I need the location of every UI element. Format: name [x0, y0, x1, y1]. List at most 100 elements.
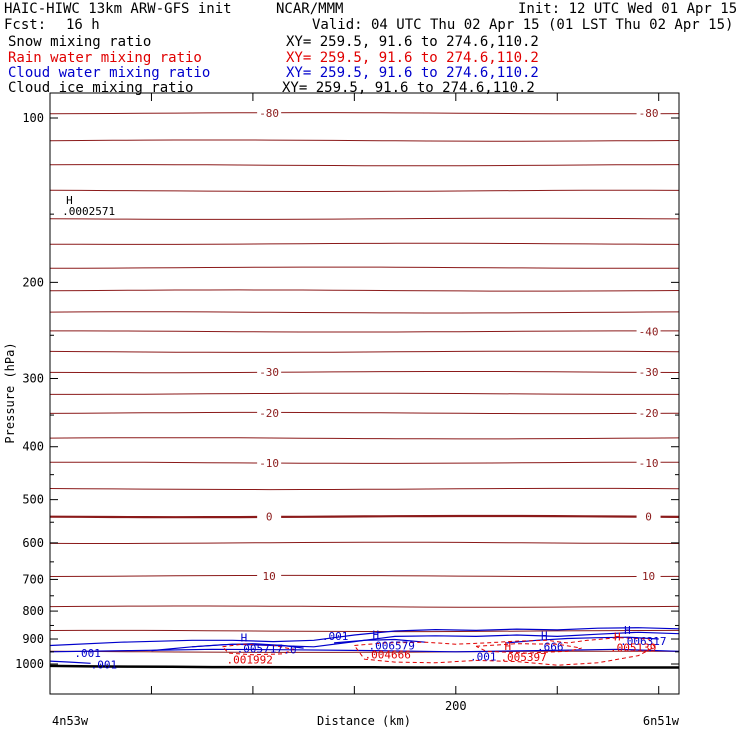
- isotherm-line: [49, 112, 680, 115]
- legend-snow-name: Snow mixing ratio: [8, 34, 152, 50]
- isotherm-label-bg: [257, 570, 282, 583]
- isotherm-line: [49, 487, 680, 491]
- isotherm-lines: [49, 112, 680, 653]
- legend-rain-name: Rain water mixing ratio: [8, 50, 202, 66]
- x-axis-label: Distance (km): [317, 714, 411, 728]
- legend-cloud-ice-name: Cloud ice mixing ratio: [8, 80, 194, 96]
- y-tick-label: 600: [22, 536, 44, 550]
- isotherm-label-bg: [257, 107, 282, 120]
- max-marker-value: .006317: [620, 635, 666, 648]
- isotherm-line: [50, 392, 679, 395]
- y-tick-label: 500: [22, 493, 44, 507]
- y-tick-label: 800: [22, 604, 44, 618]
- isotherm-label-bg: [636, 325, 661, 338]
- cloud-water-label: .001: [470, 650, 497, 663]
- isotherm-line: [49, 574, 680, 578]
- x-tick-label: 200: [445, 699, 467, 713]
- max-marker-h: H: [614, 631, 621, 644]
- isotherm-label: 0: [645, 511, 652, 524]
- ground-surface-line: [49, 664, 679, 669]
- cloud-water-contour: [49, 627, 680, 647]
- cloud-water-contour: [49, 660, 91, 664]
- isotherm-label: -80: [639, 107, 659, 120]
- legend-cloud-ice-xy: XY= 259.5, 91.6 to 274.6,110.2: [282, 80, 535, 96]
- forecast-label: Fcst:: [4, 17, 47, 33]
- max-marker-value: .006579: [369, 639, 415, 652]
- y-tick-label: 1000: [15, 657, 44, 671]
- cloud-water-contour: [191, 643, 304, 649]
- forecast-value: 16 h: [66, 17, 100, 33]
- isotherm-line: [49, 350, 680, 353]
- y-tick-label: 400: [22, 440, 44, 454]
- isotherm-label: -30: [259, 366, 279, 379]
- isotherm-line: [49, 289, 680, 292]
- y-axis-label: Pressure (hPa): [3, 342, 17, 443]
- rain-contour: [222, 643, 296, 656]
- max-marker-value: .004666: [365, 648, 411, 661]
- contour-labels: -80 -80-40-30 -30-20 -20-10 -100 010 10.001.00…: [62, 107, 667, 671]
- plot-frame: [49, 92, 680, 695]
- isotherm-line: [49, 242, 680, 245]
- isotherm-label: -30: [639, 366, 659, 379]
- isotherm-line: [49, 217, 680, 220]
- isotherm-line: [50, 461, 679, 464]
- max-marker-h: H: [624, 624, 631, 637]
- isotherm-label-bg: [636, 107, 661, 120]
- rain-contour: [475, 643, 582, 654]
- init-time: Init: 12 UTC Wed 01 Apr 15: [518, 1, 738, 17]
- max-marker-value: .005717: [237, 642, 283, 655]
- cloud-water-contour: [334, 638, 426, 644]
- isotherm-label: -10: [639, 457, 659, 470]
- y-tick-label: 900: [22, 632, 44, 646]
- isotherm-label: 10: [263, 570, 276, 583]
- isotherm-label-bg: [636, 407, 661, 420]
- legend-cloud-water-name: Cloud water mixing ratio: [8, 65, 211, 81]
- isotherm-label-bg: [636, 366, 661, 379]
- center-label: NCAR/MMM: [276, 1, 344, 17]
- cloud-water-label: .001: [322, 630, 349, 643]
- isotherm-label: 10: [642, 570, 655, 583]
- max-marker-h: H: [504, 640, 511, 653]
- isotherm-label: -20: [639, 407, 659, 420]
- y-tick-label: 300: [22, 372, 44, 386]
- isotherm-label-bg: [257, 366, 282, 379]
- isotherm-label-bg: [636, 570, 661, 583]
- isotherm-label-bg: [257, 407, 282, 420]
- x-start-label: 4n53w: [52, 714, 89, 728]
- isotherm-line: [49, 437, 680, 440]
- isotherm-line: [49, 650, 680, 653]
- max-marker-h: H: [541, 629, 548, 642]
- max-marker-value: .001992: [227, 654, 273, 667]
- isotherm-label: 0: [266, 511, 273, 524]
- isotherm-label: -20: [259, 407, 279, 420]
- isotherm-line: [49, 371, 680, 374]
- isotherm-label-bg: [636, 510, 661, 523]
- isotherm-label-bg: [257, 510, 282, 523]
- isotherm-label-bg: [257, 456, 282, 469]
- isotherm-line: [49, 629, 680, 633]
- isotherm-line: [50, 330, 679, 333]
- isotherm-line: [49, 514, 680, 519]
- isotherm-line: [49, 266, 680, 269]
- legend-snow-xy: XY= 259.5, 91.6 to 274.6,110.2: [286, 34, 539, 50]
- valid-time: Valid: 04 UTC Thu 02 Apr 15 (01 LST Thu …: [312, 17, 734, 33]
- y-tick-label: 200: [22, 275, 44, 289]
- max-marker-h: H: [373, 628, 380, 641]
- isotherm-line: [49, 139, 680, 142]
- cloud-water-label: .0: [283, 643, 296, 656]
- max-marker-h: H: [66, 194, 73, 207]
- cloud-water-label: .001: [91, 658, 118, 671]
- isotherm-line: [49, 411, 680, 415]
- max-marker-value: .005139: [610, 642, 656, 655]
- legend-cloud-water-xy: XY= 259.5, 91.6 to 274.6,110.2: [286, 65, 539, 81]
- rain-contours: [222, 637, 656, 666]
- isotherm-line: [49, 541, 680, 544]
- cloud-water-contour: [49, 648, 680, 653]
- isotherm-line: [49, 164, 680, 167]
- isotherm-label: -80: [259, 107, 279, 120]
- rain-contour: [353, 637, 656, 666]
- ground-line: [49, 664, 679, 669]
- cloud-water-label: .001: [74, 647, 101, 660]
